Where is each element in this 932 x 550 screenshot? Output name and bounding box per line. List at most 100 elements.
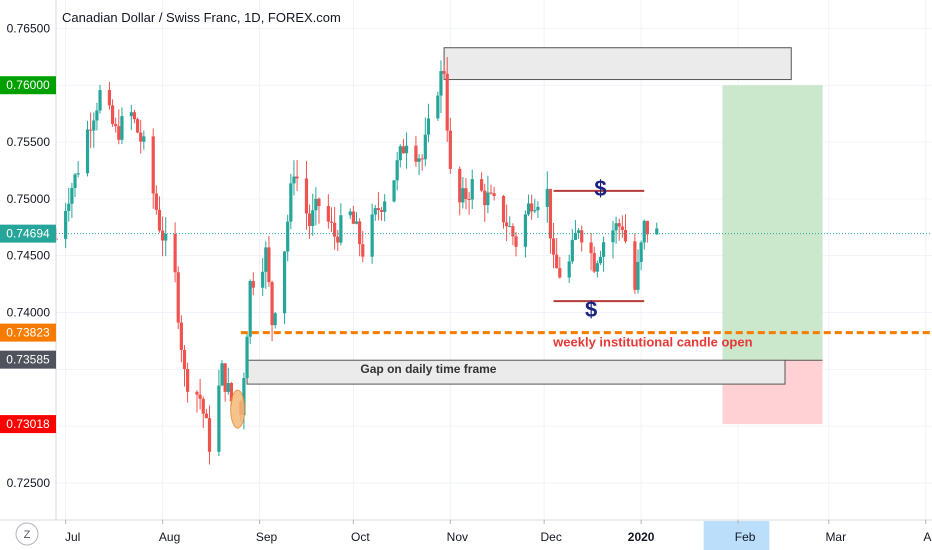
- price-badge[interactable]: [0, 224, 56, 243]
- candle-body: [160, 230, 165, 241]
- candle-body: [92, 120, 96, 131]
- candle-body: [470, 179, 474, 200]
- price-badge-label[interactable]: 0.73585: [6, 353, 50, 367]
- price-badge-label[interactable]: 0.73823: [6, 326, 50, 340]
- candle-body: [326, 206, 330, 222]
- candle-body: [373, 208, 377, 215]
- gap-box: [246, 359, 786, 385]
- candle-body: [314, 198, 318, 211]
- time-tick-label: Feb: [735, 530, 756, 544]
- candle-body: [458, 168, 462, 203]
- candle-body: [611, 230, 615, 243]
- candle-body: [95, 110, 99, 121]
- candle-body: [157, 209, 162, 231]
- candle-body: [245, 336, 249, 378]
- candle-body: [358, 221, 362, 245]
- price-badge[interactable]: [0, 323, 56, 342]
- candle-body: [226, 383, 230, 392]
- candle-body: [139, 132, 143, 142]
- supply-zone-box: [443, 47, 792, 81]
- candle-body: [186, 369, 190, 392]
- z-button[interactable]: Z: [15, 522, 39, 546]
- candle-body: [511, 226, 515, 237]
- candle-body: [526, 203, 531, 215]
- price-badge[interactable]: [0, 415, 56, 434]
- candle-body: [289, 183, 293, 222]
- candle-body: [417, 158, 421, 162]
- candle-body: [267, 247, 271, 283]
- candle-body: [304, 178, 309, 214]
- time-range-highlight: [703, 521, 770, 550]
- candle-body: [120, 116, 124, 140]
- candle-body: [286, 221, 290, 252]
- price-badge-label[interactable]: 0.76000: [6, 78, 50, 92]
- candle-body: [129, 112, 133, 117]
- candle-body: [570, 239, 574, 262]
- time-tick-label: Mar: [825, 530, 846, 544]
- candle-body: [467, 198, 471, 200]
- candle-body: [204, 413, 208, 419]
- price-badge[interactable]: [0, 350, 56, 369]
- candle-body: [580, 230, 584, 243]
- candle-body: [592, 253, 596, 272]
- price-badge[interactable]: [0, 76, 56, 95]
- time-axis[interactable]: Jul Aug Sep Oct Nov Dec 2020 Feb Mar Apr: [65, 520, 932, 544]
- weekly-open-label: weekly institutional candle open: [552, 335, 752, 350]
- candle-body: [486, 192, 490, 206]
- candle-body: [420, 158, 424, 160]
- candle-body: [601, 242, 606, 257]
- candle-body: [173, 233, 177, 273]
- candle-body: [282, 251, 287, 314]
- candle-body: [307, 213, 312, 226]
- dollar-label-top: $: [594, 176, 606, 201]
- candle-body: [70, 188, 74, 204]
- candle-body: [273, 313, 277, 326]
- candle-body: [551, 238, 556, 255]
- candle-body: [501, 195, 506, 223]
- candle-body: [645, 220, 649, 235]
- candle-body: [633, 241, 637, 290]
- candle-body: [398, 146, 402, 161]
- candle-body: [198, 394, 202, 399]
- candle-body: [439, 71, 443, 96]
- z-button-label[interactable]: Z: [24, 529, 31, 541]
- price-badge-label[interactable]: 0.74694: [6, 227, 50, 241]
- candle-body: [354, 221, 359, 224]
- candle-body: [567, 261, 571, 278]
- price-badge-label[interactable]: 0.73018: [6, 417, 50, 431]
- price-tick-label: 0.72500: [7, 476, 51, 490]
- candle-body: [348, 211, 352, 216]
- time-axis-background: [0, 520, 932, 550]
- candle-body: [423, 134, 427, 160]
- candle-body: [107, 90, 112, 106]
- candle-body: [261, 271, 265, 288]
- candle-body: [589, 242, 593, 254]
- z-button-circle[interactable]: [15, 522, 39, 546]
- time-tick-label: Jul: [65, 530, 80, 544]
- candle-body: [85, 129, 90, 174]
- time-tick-label: Sep: [256, 530, 278, 544]
- candle-body: [617, 223, 621, 227]
- candle-body: [442, 71, 446, 74]
- price-tick-label: 0.75500: [7, 135, 51, 149]
- candle-body: [530, 203, 534, 212]
- candle-body: [558, 268, 562, 278]
- candle-body: [154, 193, 158, 210]
- candle-body: [164, 233, 168, 241]
- candle-body: [576, 230, 581, 233]
- price-tick-label: 0.74000: [7, 306, 51, 320]
- candle-body: [548, 188, 553, 239]
- candle-body: [270, 282, 274, 326]
- grid: [56, 0, 932, 520]
- time-tick-label: Nov: [447, 530, 468, 544]
- price-axis[interactable]: 0.76500 0.75500 0.75000 0.74500 0.74000 0.725…: [0, 21, 56, 490]
- low-highlight-ellipse: [230, 389, 246, 429]
- candle-body: [351, 211, 355, 224]
- candle-body: [64, 210, 68, 239]
- candle-body: [383, 201, 387, 212]
- candle-body: [220, 363, 224, 386]
- candle-body: [533, 210, 537, 212]
- candle-body: [73, 174, 77, 189]
- candle-body: [376, 208, 381, 211]
